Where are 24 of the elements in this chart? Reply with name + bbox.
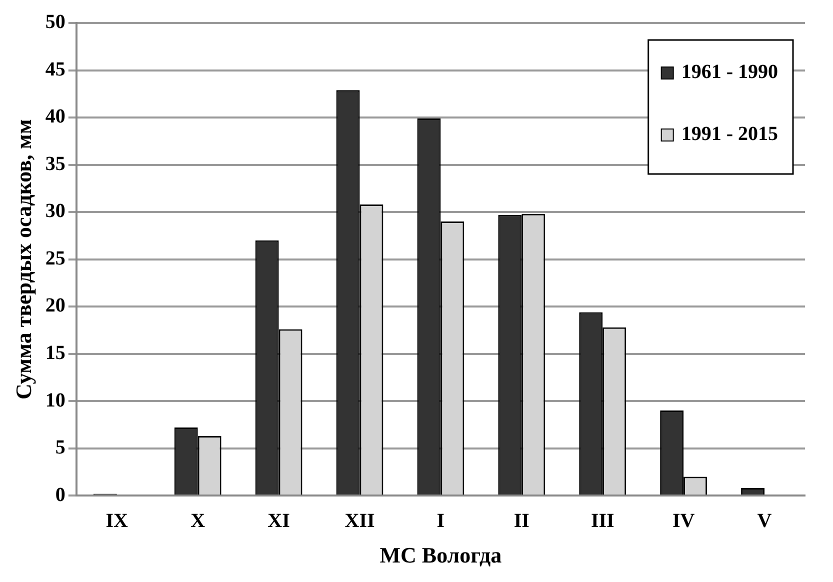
legend-label: 1961 - 1990 bbox=[681, 61, 778, 84]
x-tick-label: II bbox=[514, 510, 530, 532]
x-tick-label: IX bbox=[106, 510, 129, 532]
y-tick-label: 20 bbox=[45, 294, 66, 317]
y-tick-label: 50 bbox=[45, 11, 66, 34]
y-tick-label: 35 bbox=[45, 152, 66, 175]
y-tick-label: 0 bbox=[55, 484, 66, 506]
x-tick-label: V bbox=[757, 510, 772, 532]
x-tick-label: X bbox=[190, 510, 206, 532]
x-tick-label: III bbox=[590, 510, 614, 532]
y-tick-label: 5 bbox=[55, 436, 66, 459]
y-tick-label: 25 bbox=[45, 247, 66, 270]
y-axis-title: Сумма твердых осадков, мм bbox=[10, 119, 36, 400]
x-tick-label: XII bbox=[344, 510, 375, 532]
y-tick-label: 40 bbox=[45, 106, 66, 128]
x-tick-label: XI bbox=[268, 510, 290, 532]
x-tick-label: I bbox=[436, 510, 445, 532]
y-tick-label: 45 bbox=[45, 58, 66, 80]
y-tick-label: 15 bbox=[45, 342, 66, 364]
x-tick-label: IV bbox=[672, 510, 696, 532]
y-tick-label: 10 bbox=[45, 389, 66, 412]
y-tick-label: 30 bbox=[45, 200, 66, 222]
legend-label: 1991 - 2015 bbox=[681, 123, 778, 146]
x-axis-title: МС Вологда bbox=[380, 542, 502, 568]
